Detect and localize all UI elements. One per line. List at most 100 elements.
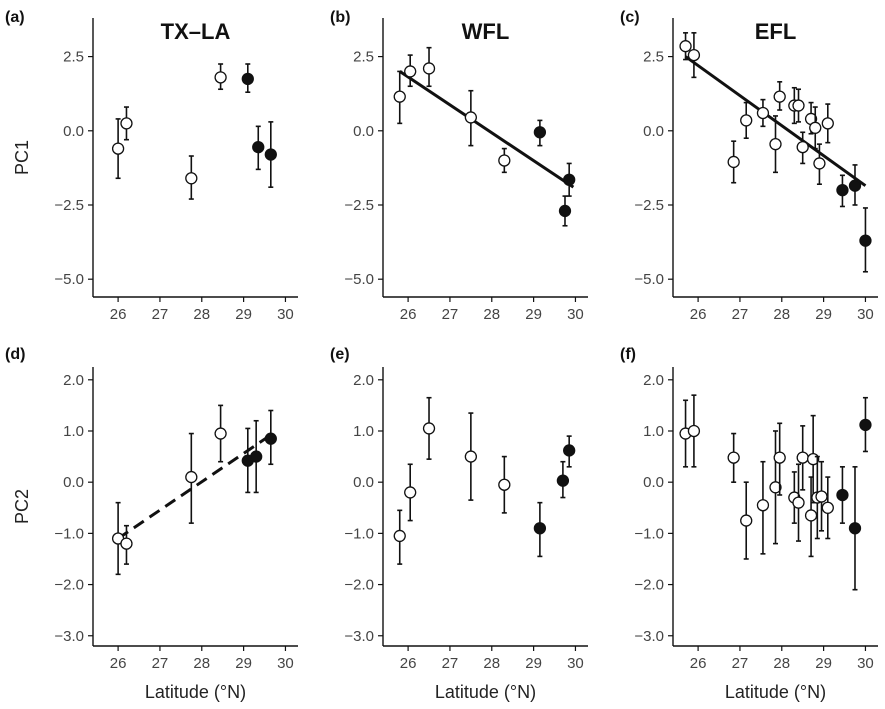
data-point	[120, 524, 133, 565]
x-tick-label: 28	[483, 655, 500, 672]
x-tick-label: 28	[193, 306, 210, 323]
x-tick-label: 26	[110, 306, 127, 323]
y-tick-label: 0.0	[643, 123, 664, 140]
data-point	[111, 501, 125, 576]
panel-letter: (a)	[5, 9, 25, 26]
data-point	[241, 63, 254, 94]
y-tick-label: −2.5	[634, 197, 664, 214]
data-point	[821, 103, 834, 144]
x-tick-label: 26	[110, 655, 127, 672]
y-tick-label: 0.0	[63, 123, 84, 140]
point-filled	[848, 179, 862, 192]
point-open	[404, 65, 417, 78]
y-tick-label: 0.0	[63, 474, 84, 491]
point-filled	[836, 488, 849, 502]
point-filled	[250, 450, 263, 463]
panel-title: EFL	[755, 19, 797, 44]
data-point	[558, 195, 572, 227]
y-tick-label: −3.0	[344, 628, 374, 645]
data-point	[185, 155, 198, 200]
y-tick-label: 0.0	[353, 474, 374, 491]
data-point	[464, 89, 478, 147]
panel-f: −3.0 −2.0 −1.0 0.0 1.0 2.0 26 27 28 29 30 (f) Latitu…	[620, 346, 878, 702]
point-open	[185, 470, 198, 484]
data-point	[809, 106, 822, 150]
x-tick-label: 28	[193, 655, 210, 672]
data-point	[679, 32, 692, 61]
data-point	[769, 430, 782, 545]
data-point	[796, 425, 809, 491]
x-tick-label: 26	[400, 306, 417, 323]
point-open	[792, 99, 805, 112]
point-open	[185, 172, 198, 185]
y-tick-label: 1.0	[353, 423, 374, 440]
point-filled	[859, 234, 872, 247]
data-point	[792, 463, 805, 542]
y-tick-label: 2.5	[353, 49, 374, 66]
y-tick-label: 1.0	[643, 423, 664, 440]
y-tick-label: 2.0	[643, 372, 664, 389]
point-open	[422, 62, 436, 75]
point-filled	[859, 418, 872, 431]
data-point	[859, 207, 872, 273]
x-tick-label: 29	[235, 655, 252, 672]
panel-letter: (b)	[330, 9, 350, 26]
point-filled	[563, 444, 576, 457]
data-point	[687, 32, 701, 79]
point-open	[679, 40, 692, 53]
data-point	[404, 54, 417, 88]
point-open	[422, 422, 436, 435]
point-open	[111, 142, 125, 155]
data-point	[821, 476, 834, 540]
point-filled	[836, 183, 849, 197]
x-tick-label: 26	[400, 655, 417, 672]
data-point	[556, 460, 570, 499]
regression-line	[398, 70, 575, 189]
y-axis-title: PC1	[12, 140, 32, 175]
data-point	[756, 98, 770, 128]
x-tick-label: 29	[815, 655, 832, 672]
point-filled	[533, 522, 547, 535]
x-tick-label: 29	[525, 306, 542, 323]
data-point	[214, 63, 227, 91]
point-filled	[264, 148, 277, 161]
point-open	[393, 529, 406, 543]
x-tick-label: 30	[857, 655, 874, 672]
point-filled	[264, 432, 277, 445]
data-point	[836, 174, 849, 208]
y-tick-label: 2.5	[643, 49, 664, 66]
panel-letter: (c)	[620, 9, 640, 26]
x-tick-label: 29	[815, 306, 832, 323]
point-open	[769, 137, 782, 151]
data-point	[859, 396, 872, 453]
point-open	[404, 486, 417, 499]
data-point	[422, 46, 436, 88]
data-point	[498, 147, 511, 174]
point-open	[214, 427, 227, 440]
data-point	[214, 404, 227, 463]
data-point	[498, 455, 511, 514]
data-point	[773, 81, 786, 111]
regression-line-dashed	[117, 432, 274, 540]
x-tick-label: 28	[483, 306, 500, 323]
y-tick-label: −2.0	[54, 577, 84, 594]
y-tick-label: −5.0	[344, 271, 374, 288]
data-point	[533, 501, 547, 558]
data-point	[769, 115, 782, 174]
data-point	[792, 88, 805, 123]
point-open	[756, 106, 770, 120]
x-tick-label: 27	[152, 655, 169, 672]
y-tick-label: −3.0	[54, 628, 84, 645]
point-filled	[848, 522, 862, 535]
point-open	[796, 451, 809, 464]
x-axis-title: Latitude (°N)	[435, 682, 536, 702]
x-tick-label: 29	[525, 655, 542, 672]
point-filled	[563, 173, 576, 186]
point-open	[464, 111, 478, 124]
x-tick-label: 27	[442, 655, 459, 672]
y-tick-label: 1.0	[63, 423, 84, 440]
data-point	[815, 460, 828, 532]
point-open	[687, 424, 701, 438]
point-open	[120, 537, 133, 550]
